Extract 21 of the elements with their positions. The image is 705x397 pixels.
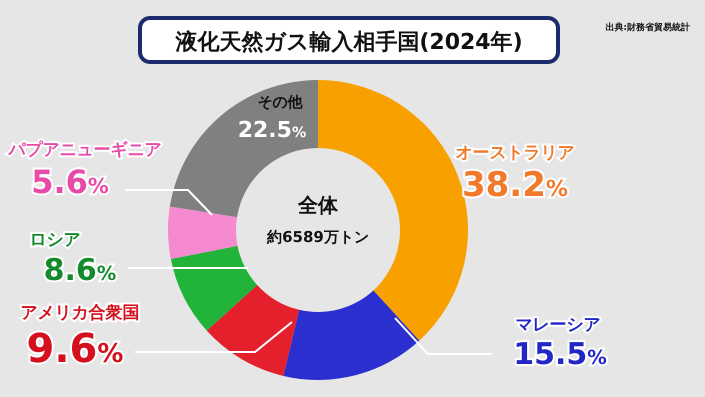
slice-label: アメリカ合衆国 <box>20 303 140 323</box>
text: 全体 <box>297 193 339 217</box>
source-note: 出典:財務省貿易統計 <box>605 22 690 33</box>
donut-slice <box>168 206 238 260</box>
data-label: 22.5% <box>238 118 306 143</box>
data-label: 15.5% <box>513 337 607 372</box>
data-label: 5.6% <box>31 163 109 201</box>
slice-label: その他 <box>258 93 304 111</box>
donut-slice <box>170 246 258 331</box>
slice-label: オーストラリア <box>456 143 574 163</box>
slice-label: マレーシア <box>516 315 600 335</box>
chart-title: 液化天然ガス輸入相手国(2024年) <box>174 29 523 55</box>
data-label: 9.6% <box>26 326 124 372</box>
text: 約6589万トン <box>266 228 369 246</box>
slice-label: パプアニューギニア <box>8 140 162 160</box>
donut-slice <box>283 290 420 380</box>
donut-slice <box>170 80 318 218</box>
donut-slice <box>206 284 300 376</box>
slice-label: ロシア <box>30 230 80 250</box>
data-label: 8.6% <box>44 253 116 288</box>
data-label: 38.2% <box>462 165 568 205</box>
